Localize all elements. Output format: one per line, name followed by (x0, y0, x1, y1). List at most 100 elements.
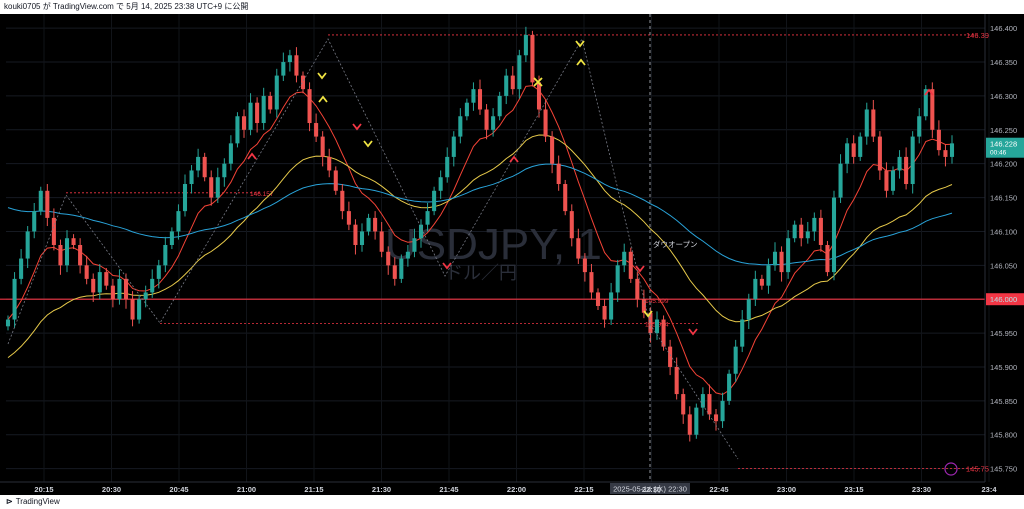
candle (169, 227, 174, 250)
candle-body (156, 265, 161, 279)
candle-body (576, 238, 581, 259)
price-chart[interactable]: USDJPY, 1 ドル／円 146.39 145.75 146.157 145.99… (0, 14, 1024, 495)
candle (58, 239, 63, 275)
candle-body (418, 224, 424, 239)
publish-caption: kouki0705 が TradingView.com で 5月 14, 202… (0, 0, 1024, 14)
candle-body (45, 190, 50, 218)
candle (936, 120, 941, 156)
candle (209, 170, 214, 206)
candle-body (38, 190, 43, 212)
candle-body (628, 251, 633, 279)
candle-body (831, 197, 837, 273)
candle (923, 85, 928, 121)
candle (753, 270, 758, 306)
candle (674, 357, 679, 400)
candle (681, 388, 686, 424)
candle (392, 257, 397, 286)
signal-arrow-icon (318, 95, 328, 103)
candle (438, 170, 443, 199)
candle (156, 259, 161, 289)
candle-body (707, 394, 712, 415)
candle (746, 293, 751, 330)
candle-body (838, 163, 843, 198)
candle-body (32, 211, 37, 232)
price-tick-label: 146.100 (990, 227, 1017, 236)
candle-body (510, 75, 515, 90)
time-axis[interactable]: 20:15 20:30 20:45 21:00 21:15 21:30 21:45 22:00… (0, 481, 997, 494)
candle-body (851, 143, 856, 157)
candle (222, 158, 227, 187)
candle (346, 201, 351, 231)
candle (451, 131, 456, 167)
candle-body (694, 407, 699, 435)
level-price-tag (986, 293, 1024, 306)
candle (353, 219, 358, 255)
candle (359, 223, 365, 252)
candle-body (5, 319, 11, 327)
candle (189, 165, 194, 194)
candle (563, 179, 568, 216)
price-tick-label: 145.850 (990, 397, 1017, 406)
candle (202, 152, 207, 182)
candle (550, 131, 555, 174)
candle (864, 102, 869, 145)
candle-body (182, 184, 188, 212)
candle (641, 289, 646, 319)
signal-arrow-icon (924, 88, 934, 96)
candle (576, 228, 581, 264)
time-tick-label: 23:15 (844, 485, 863, 494)
candle (818, 209, 823, 252)
candle (64, 230, 70, 273)
candle-body (458, 116, 463, 137)
ema-slow-line (7, 134, 953, 358)
small-price-label: 145.999 (645, 298, 669, 305)
candle-body (228, 143, 233, 164)
candle-body (471, 89, 476, 103)
signal-arrow-icon (533, 77, 543, 87)
candle-body (497, 95, 502, 117)
candle-body (169, 231, 174, 245)
candle-body (825, 245, 830, 273)
candle-body (602, 305, 607, 320)
candle (543, 99, 548, 143)
candle (904, 147, 909, 190)
candle-body (432, 190, 437, 212)
candle (733, 339, 738, 382)
candle (235, 112, 240, 148)
signal-arrow-icon (688, 328, 698, 336)
candle (445, 147, 450, 183)
candle (314, 113, 319, 143)
candle-body (58, 245, 63, 266)
symbol-watermark: USDJPY, 1 (385, 220, 602, 269)
candle-body (654, 319, 660, 334)
candle-body (78, 245, 83, 266)
candle-body (19, 258, 24, 279)
candle (333, 166, 338, 195)
candle-body (792, 224, 797, 239)
candle-body (884, 170, 889, 191)
candle-body (543, 109, 548, 137)
candle (412, 228, 417, 258)
time-tick-label: 23:30 (912, 485, 931, 494)
candle (779, 246, 784, 282)
time-tick-label: 23:00 (777, 485, 796, 494)
candle (117, 269, 122, 305)
candle-body (176, 211, 181, 232)
countdown-text: 00:46 (990, 150, 1007, 157)
candle-body (805, 231, 810, 239)
candle (294, 47, 299, 83)
candle-body (451, 136, 456, 157)
candle-body (923, 89, 928, 117)
candle (32, 202, 37, 239)
alert-lightning-icon[interactable] (944, 462, 958, 476)
price-axis[interactable]: 146.400 146.350 146.300 146.250 146.200 146.1… (984, 14, 1017, 482)
candle-body (12, 278, 17, 320)
candle (713, 408, 719, 431)
candle (628, 247, 633, 283)
candle (97, 263, 102, 300)
candle (471, 82, 476, 111)
candle-body (877, 136, 882, 171)
time-tick-label: 23:4 (981, 485, 997, 494)
candle-body (930, 89, 935, 130)
